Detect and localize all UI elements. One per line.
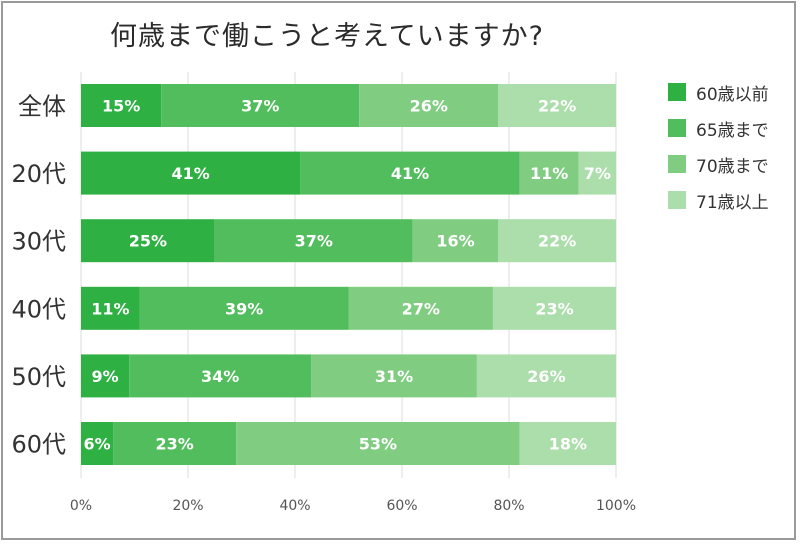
x-tick-label: 0% xyxy=(70,498,92,514)
x-tick-label: 80% xyxy=(493,498,524,514)
data-label: 53% xyxy=(359,435,397,454)
data-label: 7% xyxy=(584,164,611,183)
data-label: 23% xyxy=(155,435,193,454)
bar-segment xyxy=(519,151,579,195)
legend-swatch xyxy=(668,155,686,173)
gridlines xyxy=(80,72,617,478)
x-tick-label: 60% xyxy=(386,498,417,514)
data-label: 41% xyxy=(172,164,210,183)
category-label: 40代 xyxy=(11,295,66,323)
x-tick-labels: 0% 20% 40% 60% 80% 100% xyxy=(70,498,636,514)
chart-title: 何歳まで働こうと考えていますか? xyxy=(110,21,544,52)
bar-segment xyxy=(214,219,413,263)
legend-item: 60歳以前 xyxy=(668,82,769,105)
bar-segment xyxy=(498,84,616,127)
x-tick-label: 40% xyxy=(279,498,310,514)
data-label: 6% xyxy=(83,435,110,454)
category-label: 30代 xyxy=(11,228,66,256)
legend-label: 70歳まで xyxy=(696,156,769,177)
data-label: 9% xyxy=(91,367,118,386)
data-label: 37% xyxy=(295,232,333,251)
x-tick-label: 100% xyxy=(596,498,636,514)
bar-segment xyxy=(139,286,349,330)
bar-segment xyxy=(129,354,312,398)
data-label: 26% xyxy=(410,97,448,116)
category-label: 全体 xyxy=(18,93,66,121)
category-label: 20代 xyxy=(11,160,66,188)
bar-segment xyxy=(519,422,616,465)
legend-item: 71歳以上 xyxy=(668,190,769,213)
legend: 60歳以前 65歳まで 70歳まで 71歳以上 xyxy=(668,82,769,226)
bar-segment xyxy=(412,219,499,263)
bar-segment xyxy=(311,354,477,398)
bar-segment xyxy=(236,422,520,465)
x-tick-label: 20% xyxy=(172,498,203,514)
bar-segment xyxy=(492,286,616,330)
data-label: 11% xyxy=(91,299,129,318)
legend-swatch xyxy=(668,83,686,101)
legend-label: 60歳以前 xyxy=(696,84,769,105)
bar-segment xyxy=(161,84,360,127)
bar-segment xyxy=(81,151,301,195)
legend-item: 70歳まで xyxy=(668,154,769,177)
bar-segment xyxy=(81,219,215,263)
legend-swatch xyxy=(668,191,686,209)
bars: 15% 37% 26% 22% 41% 41% 11% 7% 25% 37% 16% 22% 11% 39… xyxy=(81,84,616,465)
bar-segment xyxy=(348,286,493,330)
bar-segment xyxy=(476,354,616,398)
bar-segment xyxy=(359,84,499,127)
data-label: 39% xyxy=(225,299,263,318)
category-labels: 全体 20代 30代 40代 50代 60代 xyxy=(11,93,66,459)
data-label: 22% xyxy=(538,232,576,251)
legend-label: 65歳まで xyxy=(696,120,769,141)
bar-segment xyxy=(81,422,114,465)
data-label: 25% xyxy=(129,232,167,251)
legend-swatch xyxy=(668,119,686,137)
data-label: 37% xyxy=(241,97,279,116)
data-label: 15% xyxy=(102,97,140,116)
bar-segment xyxy=(81,354,130,398)
legend-label: 71歳以上 xyxy=(696,192,769,213)
data-label: 23% xyxy=(535,299,573,318)
bar-segment xyxy=(81,286,140,330)
data-label: 34% xyxy=(201,367,239,386)
data-label: 11% xyxy=(530,164,568,183)
category-label: 50代 xyxy=(11,363,66,391)
category-label: 60代 xyxy=(11,431,66,459)
bar-segment xyxy=(498,219,616,263)
data-label: 22% xyxy=(538,97,576,116)
data-label: 41% xyxy=(391,164,429,183)
bar-segment xyxy=(578,151,616,195)
data-label: 18% xyxy=(549,435,587,454)
data-label: 27% xyxy=(402,299,440,318)
bar-segment xyxy=(81,84,162,127)
data-label: 26% xyxy=(527,367,565,386)
legend-item: 65歳まで xyxy=(668,118,769,141)
data-label: 16% xyxy=(436,232,474,251)
data-label: 31% xyxy=(375,367,413,386)
bar-segment xyxy=(113,422,237,465)
bar-segment xyxy=(300,151,520,195)
